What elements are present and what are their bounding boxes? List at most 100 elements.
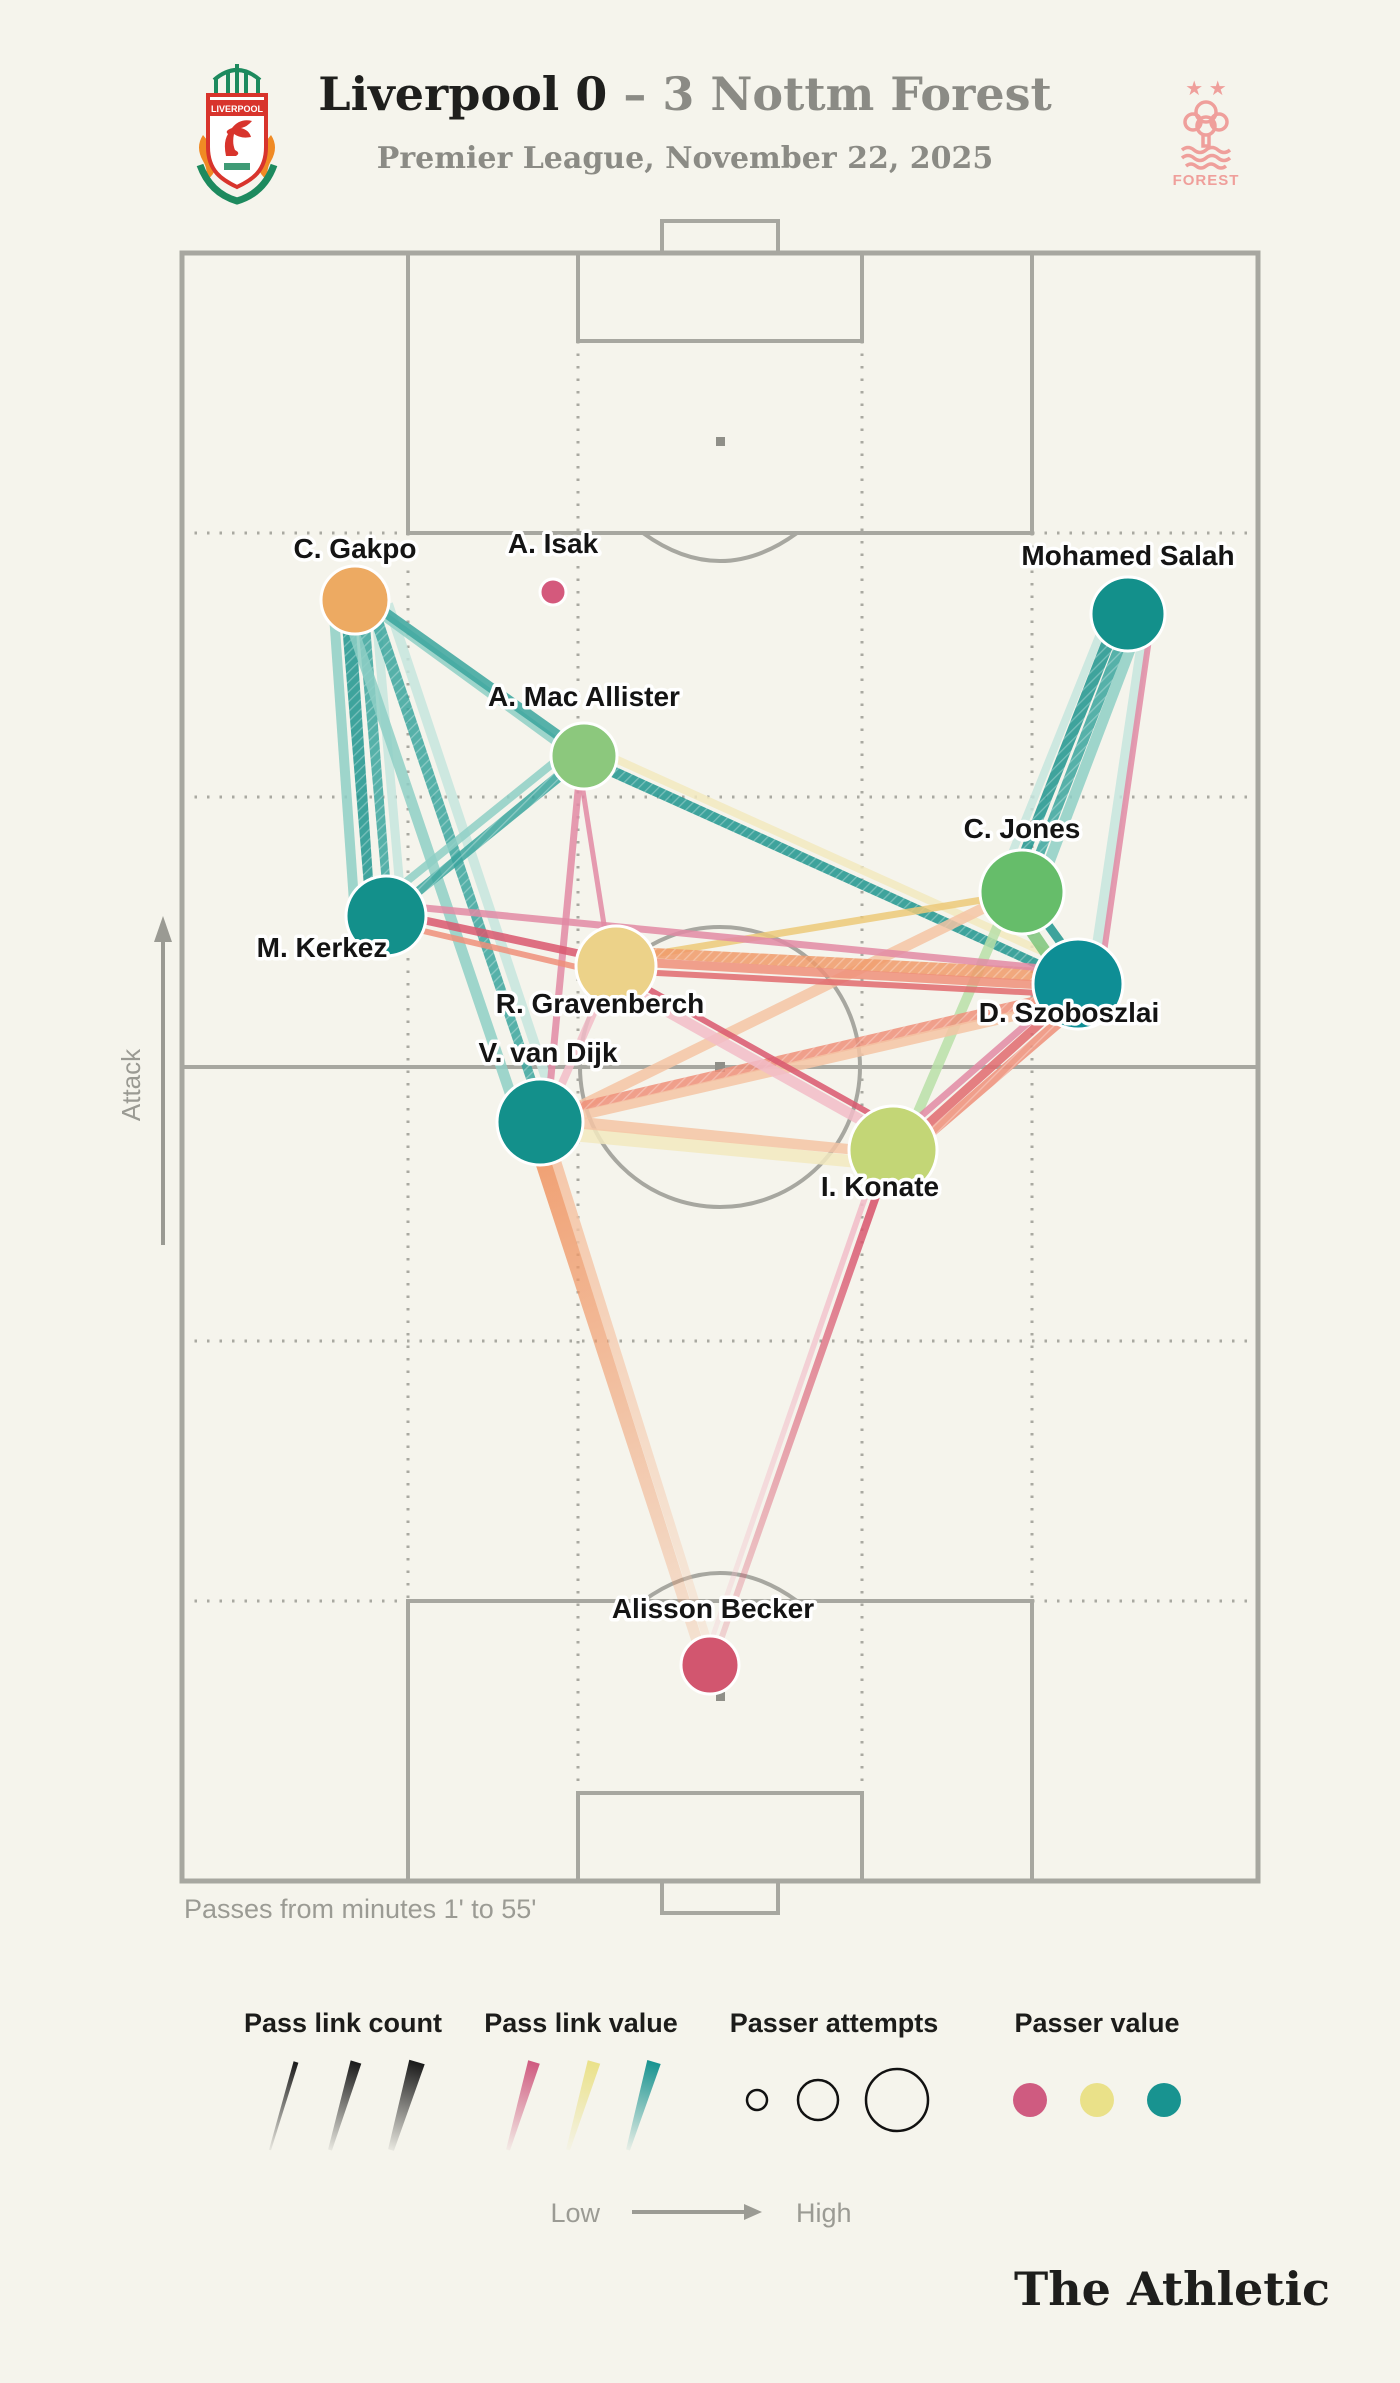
- pass-link-hatch: [340, 599, 376, 917]
- pass-link: [548, 982, 610, 1108]
- pass-link: [1099, 617, 1155, 967]
- player-label-macallister: A. Mac Allister: [488, 681, 680, 712]
- legend-stroke-1: [566, 2060, 601, 2151]
- pass-link: [715, 1166, 890, 1649]
- attack-arrow-icon: [154, 916, 172, 942]
- pass-link: [598, 748, 1072, 968]
- top-penalty-spot: [716, 437, 725, 446]
- legend-scale: Low High: [550, 2198, 851, 2228]
- pass-link: [544, 769, 584, 1109]
- player-node-salah[interactable]: [1089, 575, 1167, 653]
- top-goal: [660, 219, 780, 255]
- centre-spot: [715, 1062, 725, 1072]
- liverpool-crest-icon: LIVERPOOL: [196, 64, 278, 205]
- pass-link: [998, 622, 1108, 880]
- pass-link: [637, 969, 1059, 997]
- legend-attempt-circle-2: [864, 2067, 930, 2133]
- pass-link-hatch: [1009, 619, 1122, 882]
- player-labels: C. Gakpo A. Isak Mohamed Salah A. Mac Allis…: [253, 525, 1238, 1628]
- pass-link-hatch: [395, 759, 578, 912]
- pass-links: [328, 591, 1155, 1657]
- legend-attempt-circle-0: [745, 2088, 769, 2112]
- player-node-isak[interactable]: [538, 577, 568, 607]
- pass-link: [528, 1137, 706, 1652]
- player-node-vandijk[interactable]: [495, 1077, 585, 1167]
- pass-link-hatch: [1023, 618, 1136, 886]
- pass-link: [370, 601, 407, 913]
- legend-passer-value-label: Passer value: [1014, 2008, 1179, 2038]
- pitch: [179, 219, 1261, 1915]
- match-title: Liverpool 0 – 3 Nottm Forest: [318, 67, 1052, 121]
- pass-link: [895, 999, 1055, 1139]
- legend-value-circle-1: [1080, 2083, 1114, 2117]
- legend-stroke-2: [388, 2059, 425, 2151]
- legend-high-label: High: [796, 2198, 852, 2228]
- pass-link: [328, 599, 360, 917]
- legend-value-circle-glyphs: [1013, 2083, 1181, 2117]
- player-node-kerkez[interactable]: [344, 874, 428, 958]
- legend-passer-attempts-label: Passer attempts: [730, 2008, 939, 2038]
- pass-link-hatch: [555, 990, 1064, 1117]
- player-label-jones: C. Jones: [964, 813, 1081, 844]
- player-node-gravenberch[interactable]: [574, 924, 658, 1008]
- player-label-kerkez: M. Kerkez: [257, 932, 388, 963]
- pass-link: [630, 977, 898, 1131]
- brand-wordmark: The Athletic: [1014, 2262, 1330, 2316]
- legend-stroke-0: [269, 2061, 299, 2151]
- pass-link: [1034, 616, 1148, 888]
- away-score: [607, 67, 623, 121]
- player-label-isak: A. Isak: [508, 528, 599, 559]
- player-node-konate[interactable]: [847, 1104, 939, 1196]
- bottom-six-yard-box: [576, 1791, 864, 1883]
- pass-link: [555, 1124, 881, 1170]
- player-node-alisson[interactable]: [679, 1634, 741, 1696]
- pass-link: [550, 1001, 1060, 1127]
- legend-pass-link-count-label: Pass link count: [244, 2008, 442, 2038]
- player-label-szoboszlai: D. Szoboszlai: [979, 997, 1159, 1028]
- pass-link: [551, 1114, 879, 1157]
- centre-circle: [578, 925, 862, 1209]
- pass-link: [629, 892, 1007, 962]
- attack-label: Attack: [116, 1048, 146, 1121]
- top-six-yard-box: [576, 251, 864, 343]
- player-label-alisson: Alisson Becker: [612, 1593, 814, 1624]
- player-label-konate: I. Konate: [821, 1171, 939, 1202]
- player-node-jones[interactable]: [978, 848, 1066, 936]
- bottom-goal: [660, 1879, 780, 1915]
- player-label-gakpo: C. Gakpo: [294, 533, 417, 564]
- legend-stroke-2: [626, 2060, 661, 2151]
- forest-crest-stars: ★ ★: [1185, 78, 1226, 100]
- pass-link: [401, 923, 599, 975]
- player-label-salah: Mohamed Salah: [1021, 540, 1234, 571]
- legend-pass-link-value-label: Pass link value: [484, 2008, 678, 2038]
- minutes-note: Passes from minutes 1' to 55': [184, 1894, 536, 1924]
- legend-value-circle-2: [1147, 2083, 1181, 2117]
- top-penalty-box: [406, 251, 1034, 535]
- player-label-vandijk: V. van Dijk: [478, 1037, 617, 1068]
- player-node-szoboszlai[interactable]: [1031, 937, 1125, 1031]
- header: Liverpool 0 – 3 Nottm Forest Premier Lea…: [196, 64, 1238, 205]
- top-penalty-arc: [641, 531, 799, 563]
- pass-link-hatch: [633, 947, 1063, 983]
- pass-link: [545, 1140, 716, 1657]
- legend-stroke-1: [328, 2060, 362, 2151]
- scale-arrow-icon: [744, 2204, 762, 2220]
- legend-attempt-circle-1: [796, 2078, 840, 2122]
- pass-link: [359, 591, 579, 753]
- pass-link: [705, 1165, 879, 1651]
- legend-attempt-glyphs: [745, 2067, 930, 2133]
- home-score: Liverpool 0: [318, 67, 607, 121]
- pass-link: [577, 771, 611, 951]
- pass-link: [557, 893, 1007, 1121]
- match-subtitle: Premier League, November 22, 2025: [377, 141, 993, 176]
- legend-low-label: Low: [550, 2198, 600, 2228]
- bottom-penalty-box: [406, 1599, 1034, 1883]
- player-nodes: [319, 564, 1167, 1696]
- player-node-gakpo[interactable]: [319, 564, 391, 636]
- legend-value-glyphs: [506, 2060, 661, 2151]
- attack-direction: Attack: [116, 916, 172, 1245]
- bottom-penalty-arc: [641, 1571, 799, 1603]
- legend-stroke-0: [506, 2060, 540, 2151]
- player-node-macallister[interactable]: [549, 721, 619, 791]
